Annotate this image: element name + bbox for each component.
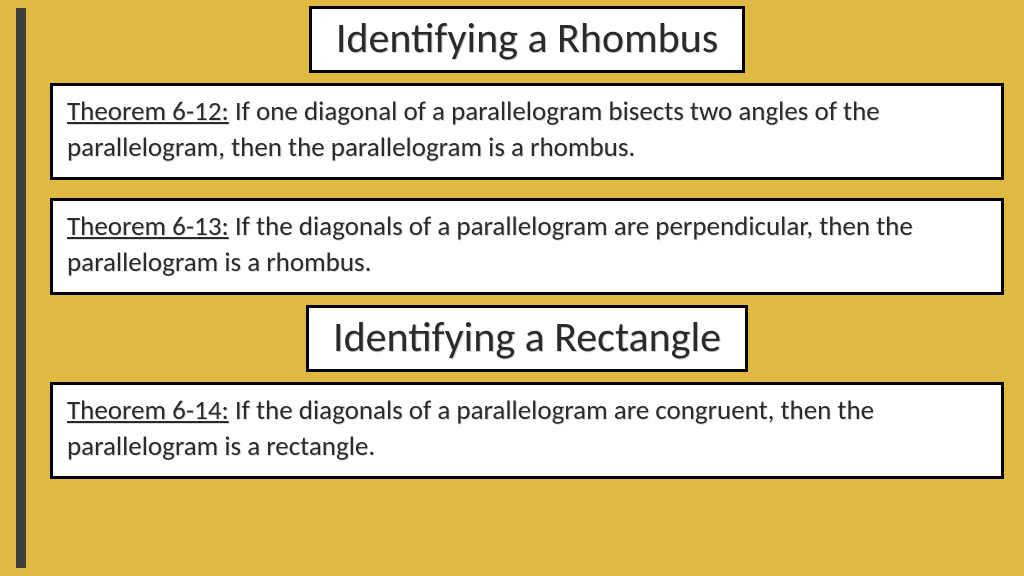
heading-rectangle-text: Identifying a Rectangle	[333, 312, 721, 363]
heading-rhombus: Identifying a Rhombus	[309, 6, 745, 73]
theorem-6-13-label: Theorem 6-13:	[67, 210, 229, 243]
theorem-6-13-box: Theorem 6-13: If the diagonals of a para…	[50, 198, 1004, 295]
theorem-6-12-label: Theorem 6-12:	[67, 95, 229, 128]
theorem-6-12-box: Theorem 6-12: If one diagonal of a paral…	[50, 83, 1004, 180]
theorem-6-12-text: Theorem 6-12: If one diagonal of a paral…	[67, 94, 987, 167]
heading-rectangle: Identifying a Rectangle	[306, 305, 748, 372]
heading-rhombus-text: Identifying a Rhombus	[336, 13, 718, 64]
accent-stripe	[16, 8, 26, 568]
theorem-6-13-text: Theorem 6-13: If the diagonals of a para…	[67, 209, 987, 282]
theorem-6-14-box: Theorem 6-14: If the diagonals of a para…	[50, 382, 1004, 479]
slide-content: Identifying a Rhombus Theorem 6-12: If o…	[50, 0, 1004, 479]
theorem-6-14-text: Theorem 6-14: If the diagonals of a para…	[67, 393, 987, 466]
theorem-6-14-label: Theorem 6-14:	[67, 394, 229, 427]
